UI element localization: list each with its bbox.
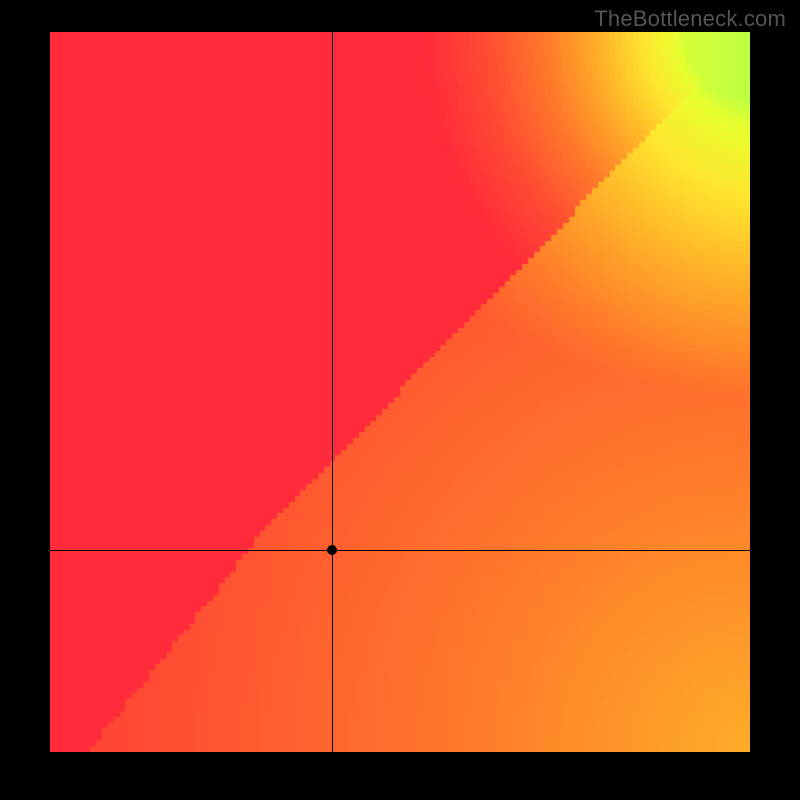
heatmap-canvas [50,32,750,752]
marker-dot [327,545,337,555]
heatmap-plot [50,32,750,752]
crosshair-vertical [332,32,333,752]
crosshair-horizontal [50,550,750,551]
watermark-text: TheBottleneck.com [594,6,786,32]
